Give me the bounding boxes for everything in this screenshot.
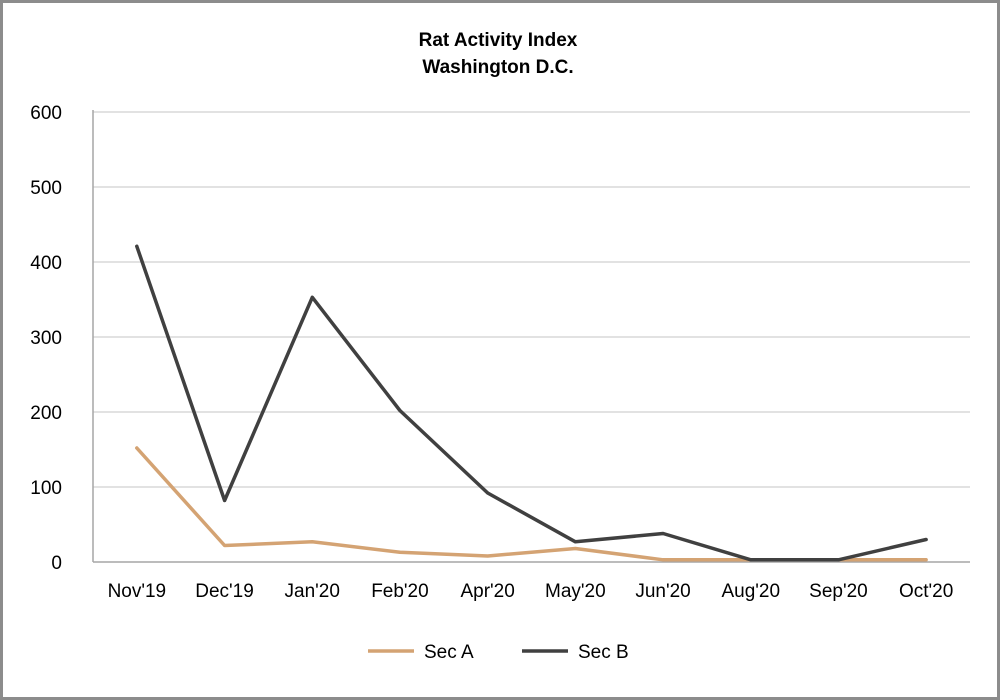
x-tick-label: Sep'20: [809, 581, 868, 602]
y-axis-ticks: 0 100 200 300 400 500 600: [30, 103, 62, 574]
series-line-sec-b: [135, 244, 928, 562]
x-tick-label: Feb'20: [371, 581, 429, 602]
y-tick-label: 400: [30, 253, 62, 274]
x-tick-label: Dec'19: [195, 581, 254, 602]
data-point: [749, 558, 753, 562]
y-tick-label: 200: [30, 403, 62, 424]
data-point: [573, 540, 577, 544]
data-point: [223, 544, 227, 547]
x-tick-label: Jan'20: [285, 581, 340, 602]
legend-label: Sec A: [424, 642, 474, 663]
legend-label: Sec B: [578, 642, 629, 663]
y-tick-label: 300: [30, 328, 62, 349]
chart-subtitle: Washington D.C.: [422, 57, 573, 78]
data-point: [486, 491, 490, 495]
y-tick-label: 500: [30, 178, 62, 199]
data-point: [398, 409, 402, 412]
data-point: [661, 558, 665, 562]
data-point: [924, 538, 928, 541]
x-tick-label: Oct'20: [899, 581, 953, 602]
data-point: [310, 295, 314, 299]
data-point: [135, 244, 139, 248]
x-tick-label: Aug'20: [721, 581, 780, 602]
data-point: [661, 532, 665, 535]
data-point: [135, 446, 139, 450]
chart-title: Rat Activity Index: [419, 30, 578, 51]
y-tick-label: 600: [30, 103, 62, 124]
y-tick-label: 100: [30, 478, 62, 499]
data-point: [573, 547, 577, 550]
x-tick-label: Jun'20: [635, 581, 690, 602]
legend: Sec A Sec B: [368, 642, 629, 663]
x-tick-label: May'20: [545, 581, 606, 602]
series-line-sec-a: [135, 446, 928, 562]
data-point: [223, 499, 227, 502]
data-point: [836, 558, 840, 562]
data-point: [486, 554, 490, 558]
y-tick-label: 0: [51, 553, 62, 574]
data-point: [310, 540, 314, 544]
axes: [92, 110, 970, 563]
x-tick-label: Nov'19: [108, 581, 167, 602]
x-axis-ticks: Nov'19 Dec'19 Jan'20 Feb'20 Apr'20 May'20 Jun'…: [108, 581, 954, 602]
x-tick-label: Apr'20: [460, 581, 514, 602]
gridlines: [93, 111, 970, 488]
series-lines: [135, 244, 928, 562]
data-point: [398, 550, 402, 554]
data-point: [924, 558, 928, 562]
